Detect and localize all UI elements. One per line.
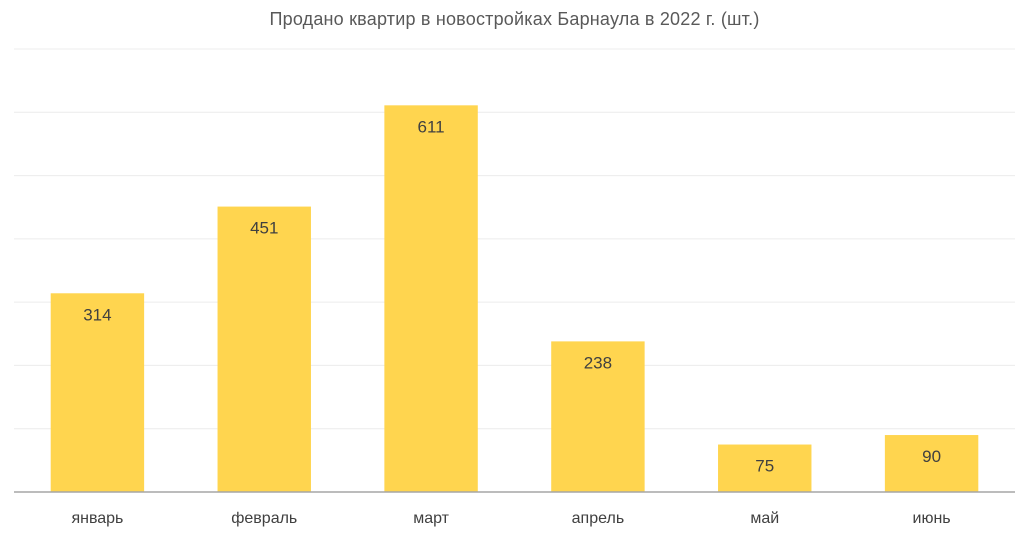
data-label-4: 75	[755, 457, 774, 476]
bar-4	[718, 444, 812, 492]
x-tick-label-0: январь	[71, 510, 123, 527]
data-label-1: 451	[250, 219, 278, 238]
gridlines	[14, 48, 1015, 430]
x-tick-label-4: май	[750, 510, 779, 527]
bar-0	[50, 293, 145, 492]
x-tick-label-5: июнь	[913, 510, 951, 527]
x-tick-labels: январь февраль март апрель май июнь	[71, 510, 950, 527]
data-labels: 314 451 611 238 75 90	[83, 117, 941, 475]
bar-2	[384, 105, 478, 493]
data-label-2: 611	[418, 117, 445, 136]
x-tick-label-2: март	[413, 510, 449, 527]
bars	[50, 105, 979, 493]
chart-title: Продано квартир в новостройках Барнаула …	[269, 9, 760, 29]
bar-5	[884, 435, 979, 492]
data-label-0: 314	[83, 305, 111, 324]
x-tick-label-3: апрель	[572, 510, 625, 527]
x-tick-label-1: февраль	[231, 510, 297, 527]
data-label-3: 238	[584, 353, 612, 372]
bar-1	[217, 206, 311, 492]
data-label-5: 90	[922, 447, 941, 466]
bar-3	[551, 341, 645, 492]
